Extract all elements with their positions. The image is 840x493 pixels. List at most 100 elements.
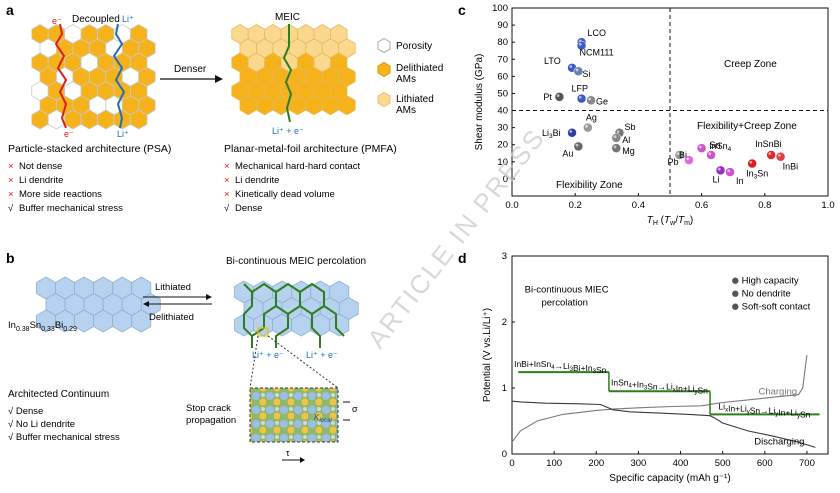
point-highlight [616, 130, 620, 133]
y-tick-label: 20 [497, 140, 508, 151]
pmfa-hexagon-grid [231, 24, 356, 116]
point-highlight [686, 157, 690, 161]
data-point [725, 167, 735, 177]
data-point [611, 143, 622, 153]
point-label: InSnBi [755, 139, 782, 149]
y-tick-label: 0 [502, 449, 507, 460]
hexagon-cell [338, 95, 356, 116]
legend-lithiated-line2: AMs [396, 105, 416, 116]
point-label: LFP [572, 84, 589, 94]
zoom-region-marker [257, 327, 269, 337]
y-tick-label: 3 [502, 251, 507, 262]
curve-label-charging: Charging [758, 387, 797, 398]
point-label: Li3Bi [542, 128, 561, 140]
point-label: Bi [679, 150, 687, 160]
meic-path-line [282, 24, 293, 123]
tau-arrow-head [300, 457, 305, 463]
x-axis-label: TH (Tw/Tm) [647, 215, 694, 227]
hexagon-cell [130, 109, 148, 130]
y-tick-label: 80 [497, 37, 508, 48]
feature-item: Soft-soft contact [742, 302, 811, 313]
x-tick-label: 0.8 [758, 200, 771, 211]
x-tick-label: 0 [509, 458, 514, 469]
psa-item-0: Not dense [19, 161, 62, 172]
pmfa-title: Planar-metal-foil architecture (PMFA) [224, 143, 397, 155]
zone-label: Flexibility Zone [556, 180, 623, 191]
y-tick-label: 0 [503, 174, 508, 185]
point-highlight [578, 95, 582, 99]
x-tick-label: 200 [588, 458, 604, 469]
delithiated-arrow-head [143, 301, 149, 307]
y-tick-label: 1 [502, 383, 507, 394]
pmfa-li-e-label: Li⁺ + e⁻ [272, 126, 304, 136]
plateau-reaction-label: LixIn+LiySn→LiyIn+LiySn [718, 401, 810, 419]
point-highlight [613, 145, 617, 149]
legend-lithiated-line1: Lithiated [396, 94, 434, 105]
psa-mark-2: × [8, 189, 14, 200]
pmfa-item-3: Dense [235, 203, 262, 214]
psa-mark-1: × [8, 175, 14, 186]
pmfa-mark-0: × [224, 161, 230, 172]
y-tick-label: 10 [497, 157, 508, 168]
data-point [706, 150, 716, 160]
alloy-hexagon-grid [36, 276, 161, 333]
point-highlight [575, 143, 579, 147]
psa-bottom-ion-label: Li⁺ [117, 129, 129, 139]
pmfa-item-1: Li dendrite [235, 175, 279, 186]
data-point [747, 158, 757, 169]
x-tick-label: 1.0 [821, 200, 834, 211]
y-tick-label: 50 [497, 88, 508, 99]
voltage-profile-chart: 0 100 200 300 400 500 600 700 0 1 2 3 Specific capac… [482, 251, 829, 484]
meic-li-e-label-right: Li⁺ + e⁻ [306, 350, 338, 360]
point-highlight [727, 169, 731, 173]
point-label: Pb [667, 157, 678, 167]
denser-arrow-head [215, 75, 223, 83]
continuum-item-1: √ No Li dendrite [8, 419, 75, 430]
watermark: ARTICLE IN PRESS [361, 123, 551, 354]
point-highlight [569, 65, 573, 68]
x-tick-label: 700 [799, 458, 815, 469]
pmfa-item-0: Mechanical hard-hard contact [235, 161, 361, 172]
point-label: In3Sn [746, 169, 768, 181]
lithiated-arrow-head [206, 294, 212, 300]
point-highlight [777, 153, 781, 157]
meic-hexagon-grid [234, 280, 359, 337]
hexagon-cell [321, 95, 340, 116]
continuum-title: Architected Continuum [8, 389, 109, 400]
meic-li-e-label-left: Li⁺ + e⁻ [252, 350, 284, 360]
inset-title-line1: Bi-continuous MIEC [525, 284, 609, 295]
point-highlight [749, 160, 753, 164]
x-tick-label: 500 [715, 458, 731, 469]
meic-percolation-title: Bi-continuous MEIC percolation [226, 256, 366, 267]
psa-title: Particle-stacked architecture (PSA) [8, 143, 171, 155]
stop-crack-line1: Stop crack [186, 403, 231, 414]
delithiated-legend-icon [377, 61, 391, 78]
y-axis-label: Shear modulus (GPa) [474, 54, 485, 151]
psa-item-1: Li dendrite [19, 175, 63, 186]
psa-item-3: Buffer mechanical stress [19, 203, 123, 214]
feature-bullet [732, 290, 739, 297]
pmfa-mark-2: × [224, 189, 230, 200]
point-highlight [676, 152, 680, 156]
meic-label: MEIC [275, 12, 300, 23]
legend-delithiated-line1: Delithiated [396, 63, 443, 74]
tau-label: τ [286, 448, 290, 458]
point-highlight [588, 97, 592, 101]
y-axis-label: Potential (V vs.Li/Li⁺) [482, 308, 493, 402]
point-highlight [698, 145, 702, 149]
data-point [567, 128, 577, 138]
x-tick-label: 0.6 [695, 200, 708, 211]
hexagon-cell [239, 95, 257, 116]
delithiated-label: Delithiated [149, 312, 194, 323]
point-label: Al [622, 135, 630, 145]
data-point [766, 150, 776, 160]
data-point [586, 95, 596, 106]
point-highlight [575, 68, 579, 72]
pmfa-mark-1: × [224, 175, 230, 186]
point-highlight [613, 135, 617, 138]
y-tick-label: 2 [502, 317, 507, 328]
panel-label-c: c [458, 2, 466, 18]
hexagon-cell [131, 309, 152, 333]
y-tick-label: 30 [497, 123, 508, 134]
